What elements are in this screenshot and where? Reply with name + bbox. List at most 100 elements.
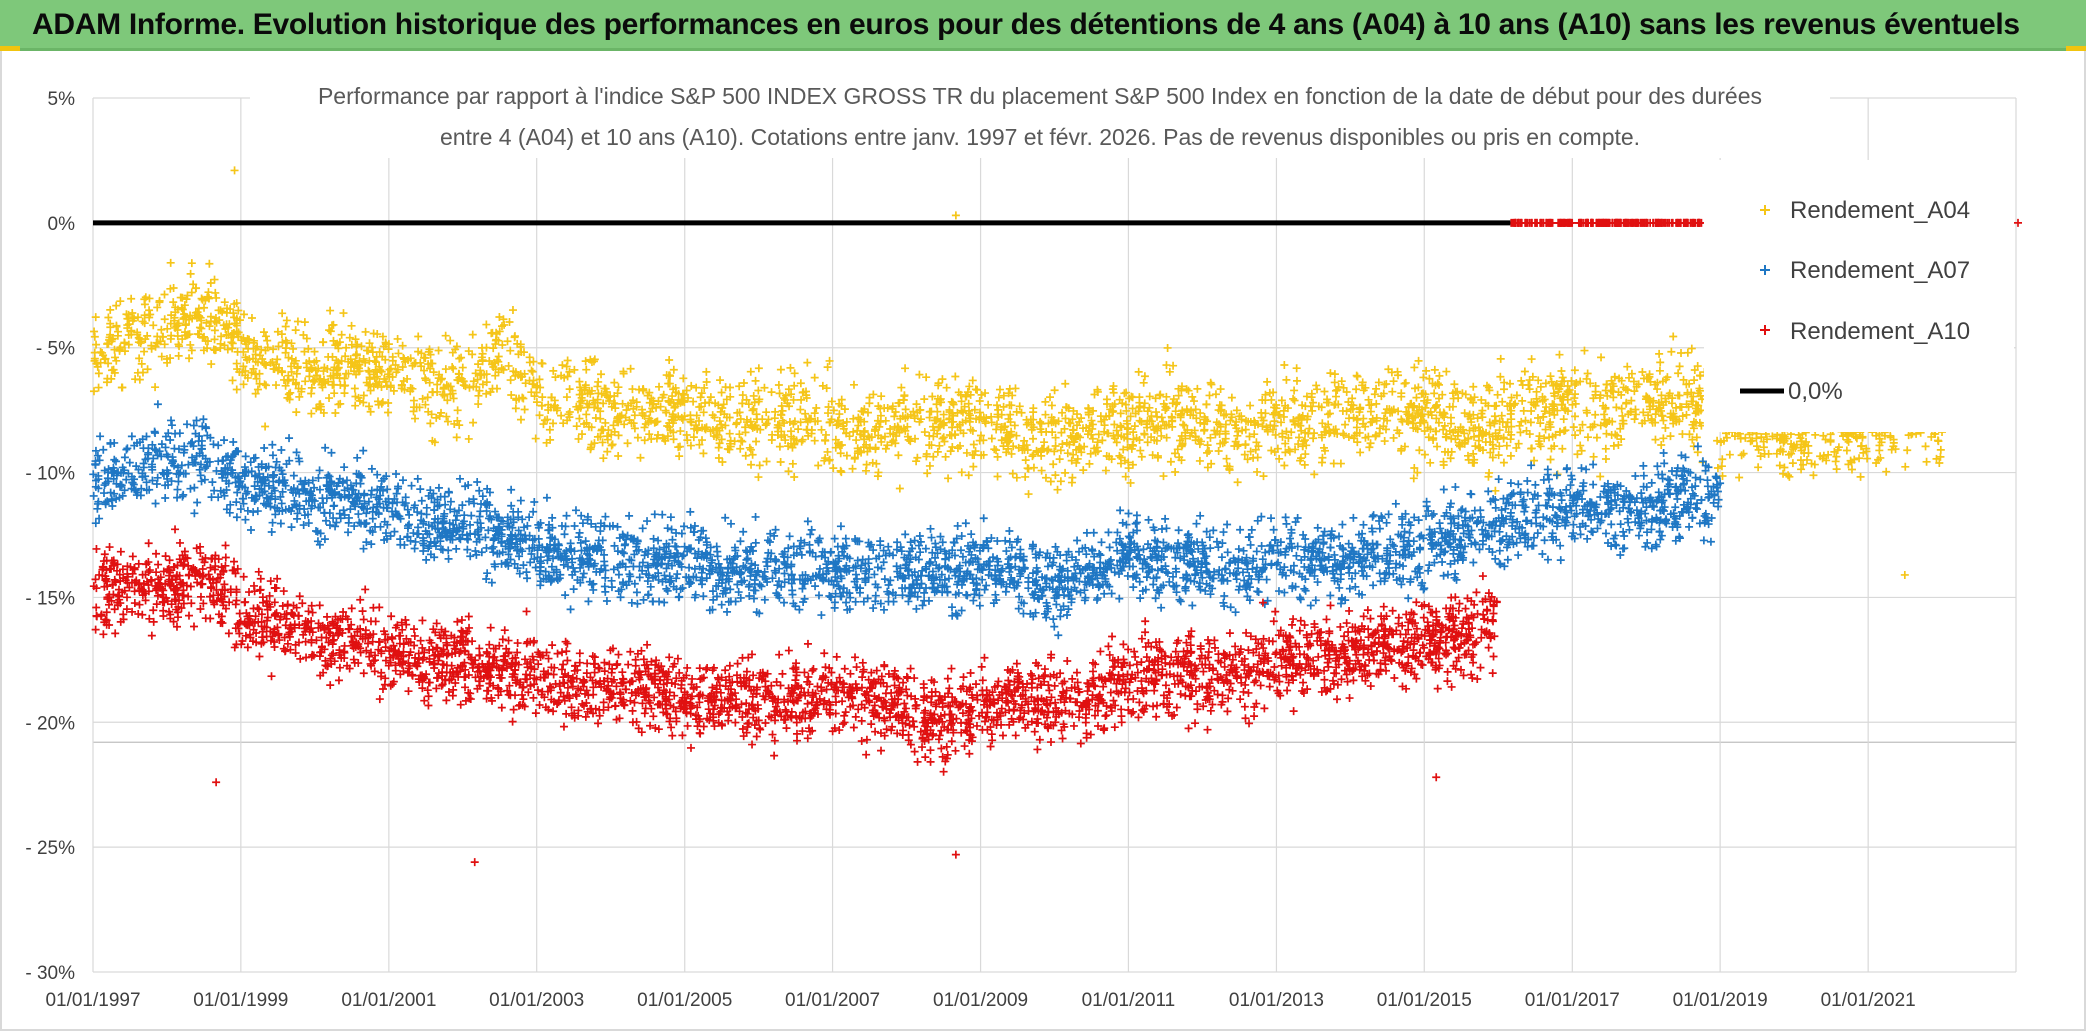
point-a04 xyxy=(1281,439,1290,448)
point-a04 xyxy=(938,434,947,443)
point-a04 xyxy=(1162,433,1171,442)
point-a04 xyxy=(1022,420,1031,429)
point-a04 xyxy=(1372,399,1381,408)
point-a04 xyxy=(993,472,1002,481)
point-a07 xyxy=(1506,479,1515,488)
point-a04 xyxy=(1454,394,1463,403)
point-a04 xyxy=(928,392,937,401)
point-a04 xyxy=(1352,385,1361,394)
point-a04 xyxy=(1070,437,1079,446)
point-a04 xyxy=(1166,457,1175,466)
point-a04 xyxy=(1227,393,1236,402)
point-a04 xyxy=(1263,377,1272,386)
point-a04 xyxy=(746,445,755,454)
point-a04 xyxy=(1159,472,1168,481)
point-a04 xyxy=(185,354,194,363)
point-a04 xyxy=(754,473,763,482)
point-a04 xyxy=(1655,366,1664,375)
point-a04 xyxy=(1627,396,1636,405)
point-a04 xyxy=(1012,407,1021,416)
point-a07 xyxy=(268,440,277,449)
point-a04 xyxy=(368,348,377,357)
point-a04 xyxy=(411,414,420,423)
point-a04 xyxy=(1204,447,1213,456)
point-a04 xyxy=(339,309,348,318)
point-a07 xyxy=(884,542,893,551)
point-a04 xyxy=(1024,490,1033,499)
point-a04 xyxy=(106,305,115,314)
point-a07 xyxy=(277,446,286,455)
point-a04 xyxy=(1326,369,1335,378)
point-a04 xyxy=(1050,447,1059,456)
point-a04 xyxy=(894,451,903,460)
point-a04 xyxy=(1120,389,1129,398)
point-a07 xyxy=(354,510,363,519)
point-a07 xyxy=(817,611,826,620)
point-a04 xyxy=(1246,401,1255,410)
point-a04 xyxy=(970,405,979,414)
point-a04 xyxy=(1050,386,1059,395)
point-a04 xyxy=(307,409,316,418)
point-a04 xyxy=(736,444,745,453)
point-a07 xyxy=(643,517,652,526)
point-a04 xyxy=(1063,449,1072,458)
point-a04 xyxy=(200,303,209,312)
point-a04 xyxy=(1058,440,1067,449)
point-a07 xyxy=(1706,537,1715,546)
point-a04 xyxy=(1203,448,1212,457)
point-a04 xyxy=(1485,468,1494,477)
point-a04 xyxy=(1921,442,1930,451)
point-a04 xyxy=(442,412,451,421)
point-a04 xyxy=(319,338,328,347)
point-a04 xyxy=(797,395,806,404)
point-a07 xyxy=(1129,583,1138,592)
point-a04 xyxy=(1558,444,1567,453)
point-a04 xyxy=(337,330,346,339)
point-a04 xyxy=(1179,420,1188,429)
point-a04 xyxy=(1135,416,1144,425)
point-a04 xyxy=(1570,394,1579,403)
point-a07 xyxy=(344,528,353,537)
point-a04 xyxy=(1683,348,1692,357)
point-a04 xyxy=(925,407,934,416)
point-a04 xyxy=(1659,416,1668,425)
point-a07 xyxy=(1104,528,1113,537)
point-a04 xyxy=(901,364,910,373)
point-a04 xyxy=(722,413,731,422)
point-a04 xyxy=(1284,433,1293,442)
point-a04 xyxy=(1067,478,1076,487)
point-a04 xyxy=(473,375,482,384)
point-a04 xyxy=(300,318,309,327)
point-a04 xyxy=(1546,455,1555,464)
point-a07 xyxy=(390,527,399,536)
point-a04 xyxy=(187,259,196,268)
point-a04 xyxy=(992,446,1001,455)
point-a07 xyxy=(589,585,598,594)
point-a04 xyxy=(1397,446,1406,455)
point-a04 xyxy=(426,419,435,428)
point-a04 xyxy=(939,410,948,419)
point-a04 xyxy=(140,300,149,309)
point-a04 xyxy=(1506,451,1515,460)
point-a04 xyxy=(570,365,579,374)
point-a04 xyxy=(874,468,883,477)
point-a04 xyxy=(1140,372,1149,381)
point-a07 xyxy=(1188,601,1197,610)
point-a04 xyxy=(292,408,301,417)
point-a04 xyxy=(531,434,540,443)
point-a04 xyxy=(503,337,512,346)
point-a04 xyxy=(350,384,359,393)
point-a04 xyxy=(797,437,806,446)
point-a04 xyxy=(104,313,113,322)
point-a04 xyxy=(1085,459,1094,468)
point-a04 xyxy=(975,436,984,445)
point-a04 xyxy=(714,443,723,452)
point-a04 xyxy=(1687,344,1696,353)
point-a04 xyxy=(116,297,125,306)
point-a04 xyxy=(1157,431,1166,440)
point-a04 xyxy=(1832,465,1841,474)
point-a04 xyxy=(160,315,169,324)
point-a07 xyxy=(1601,529,1610,538)
point-a04 xyxy=(334,400,343,409)
point-a07 xyxy=(1566,481,1575,490)
